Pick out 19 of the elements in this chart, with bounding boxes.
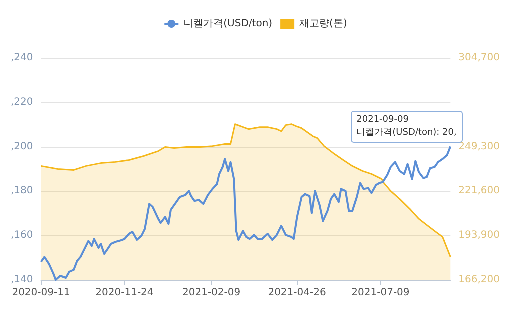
y-tick-label: ,180 (11, 186, 34, 197)
x-tick-label: 2021-07-09 (352, 288, 410, 298)
y2-tick-label: 249,300 (458, 141, 500, 152)
y-tick-label: ,160 (11, 230, 34, 242)
y-tick-label: ,240 (11, 52, 34, 64)
y-tick-label: ,220 (11, 96, 34, 108)
x-tick-label: 2020-09-11 (12, 288, 70, 298)
y2-tick-label: 304,700 (458, 52, 500, 64)
x-tick-label: 2021-02-09 (182, 288, 241, 298)
x-tick-label: 2020-11-24 (96, 288, 154, 298)
legend-label: 재고량(톤) (300, 18, 348, 30)
y-tick-label: ,200 (11, 141, 34, 152)
y-tick-label: ,140 (11, 274, 34, 286)
x-tick-label: 2021-04-26 (268, 288, 326, 298)
legend-label: 니켈가격(USD/ton) (184, 18, 273, 30)
y2-tick-label: 193,900 (458, 230, 500, 242)
annotation: 2021-09-09 니켈가격(USD/ton): 20, (350, 110, 463, 143)
y2-tick-label: 166,200 (458, 274, 500, 286)
y2-tick-label: 221,600 (458, 186, 500, 197)
